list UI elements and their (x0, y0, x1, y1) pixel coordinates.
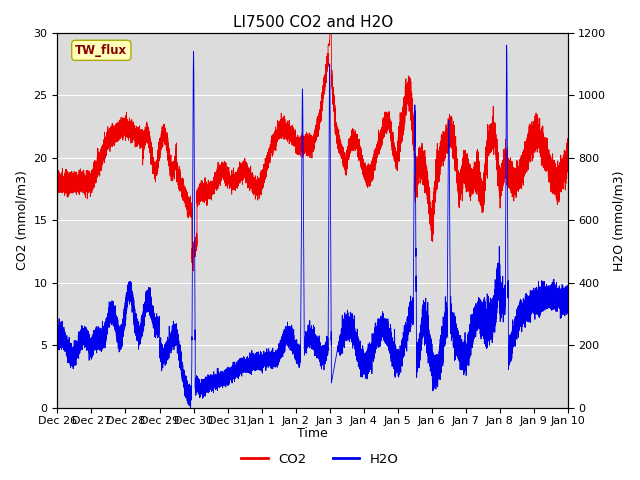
Line: H2O: H2O (58, 45, 568, 408)
X-axis label: Time: Time (297, 427, 328, 440)
H2O (362, 369, 370, 375)
CO2 (295, 145, 303, 151)
Title: LI7500 CO2 and H2O: LI7500 CO2 and H2O (232, 15, 393, 30)
CO2 (362, 176, 370, 182)
Text: TW_flux: TW_flux (76, 44, 127, 57)
H2O (187, 405, 195, 411)
CO2 (189, 268, 197, 274)
Legend: CO2, H2O: CO2, H2O (236, 447, 404, 471)
H2O (503, 42, 511, 48)
H2O (295, 348, 303, 354)
CO2 (531, 135, 539, 141)
CO2 (564, 167, 572, 173)
H2O (381, 327, 389, 333)
H2O (531, 300, 539, 306)
H2O (54, 346, 61, 352)
Y-axis label: CO2 (mmol/m3): CO2 (mmol/m3) (15, 170, 28, 270)
Y-axis label: H2O (mmol/m3): H2O (mmol/m3) (612, 170, 625, 271)
H2O (180, 373, 188, 379)
CO2 (54, 175, 61, 180)
H2O (419, 309, 427, 315)
H2O (564, 295, 572, 301)
CO2 (381, 114, 389, 120)
CO2 (419, 169, 427, 175)
Line: CO2: CO2 (58, 33, 568, 271)
CO2 (180, 189, 188, 194)
CO2 (326, 30, 333, 36)
